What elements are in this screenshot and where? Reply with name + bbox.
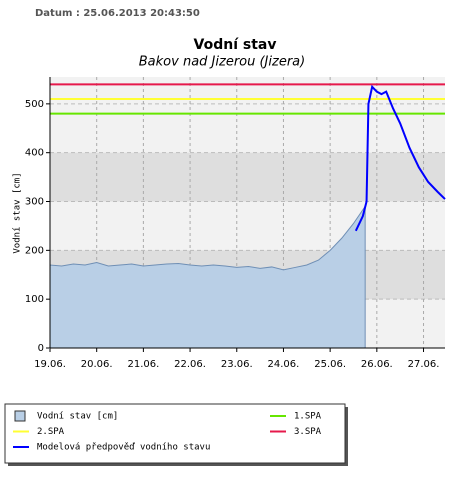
legend-label: Modelová předpověď vodního stavu	[37, 443, 210, 453]
legend-box	[4, 403, 346, 464]
x-tick-label: 25.06.	[314, 359, 346, 370]
legend-label: 1.SPA	[294, 412, 322, 422]
x-tick-label: 21.06.	[127, 359, 159, 370]
y-tick-label: 300	[25, 197, 44, 208]
chart-subtitle: Bakov nad Jizerou (Jizera)	[139, 55, 305, 70]
line	[354, 84, 446, 232]
chart-title: Vodní stav	[194, 37, 277, 53]
x-tick-label: 24.06.	[268, 359, 300, 370]
y-tick-label: 200	[25, 245, 44, 256]
y-tick-label: 100	[25, 294, 44, 305]
x-tick-label: 22.06.	[174, 359, 206, 370]
x-tick-label: 19.06.	[34, 359, 66, 370]
y-axis-label: Vodní stav [cm]	[13, 172, 23, 253]
x-tick-label: 26.06.	[361, 359, 393, 370]
header-date: Datum : 25.06.2013 20:43:50	[35, 8, 200, 19]
area	[49, 204, 366, 349]
x-tick-label: 23.06.	[221, 359, 253, 370]
y-tick-label: 0	[38, 343, 44, 354]
x-tick-label: 20.06.	[81, 359, 113, 370]
legend-label: Vodní stav [cm]	[37, 412, 118, 422]
legend-label: 2.SPA	[37, 427, 65, 437]
y-tick-label: 500	[25, 99, 44, 110]
legend-label: 3.SPA	[294, 427, 322, 437]
band	[50, 152, 445, 202]
x-tick-label: 27.06.	[408, 359, 440, 370]
legend-swatch	[14, 410, 26, 422]
y-tick-label: 400	[25, 148, 44, 159]
